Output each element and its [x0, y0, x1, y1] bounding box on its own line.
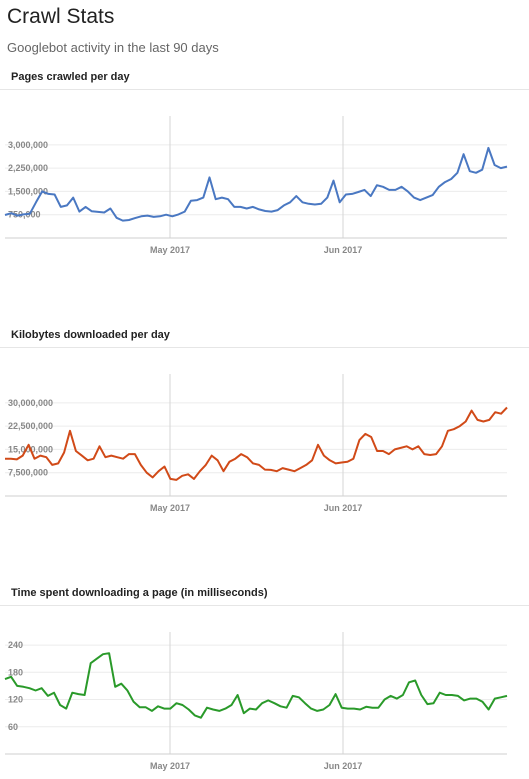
x-tick-label: Jun 2017 — [324, 503, 363, 513]
chart-title: Kilobytes downloaded per day — [11, 329, 170, 341]
y-tick-label: 30,000,000 — [8, 398, 53, 408]
y-tick-label: 7,500,000 — [8, 468, 48, 478]
time-downloading-chart[interactable]: 240 180 120 60 May 2017 Jun 2017 — [0, 606, 529, 779]
x-tick-label: May 2017 — [150, 761, 190, 771]
x-tick-label: Jun 2017 — [324, 245, 363, 255]
x-tick-label: May 2017 — [150, 245, 190, 255]
chart-title: Time spent downloading a page (in millis… — [11, 587, 268, 599]
page-title: Crawl Stats — [7, 5, 115, 28]
y-tick-label: 180 — [8, 667, 23, 677]
y-tick-label: 1,500,000 — [8, 186, 48, 196]
y-tick-label: 3,000,000 — [8, 140, 48, 150]
section-divider — [0, 347, 529, 348]
y-tick-label: 120 — [8, 695, 23, 705]
chart-title: Pages crawled per day — [11, 71, 130, 83]
section-divider — [0, 605, 529, 606]
page-subtitle: Googlebot activity in the last 90 days — [7, 40, 219, 55]
y-tick-label: 2,250,000 — [8, 163, 48, 173]
kilobytes-downloaded-chart[interactable]: 30,000,00022,500,00015,000,0007,500,000M… — [0, 348, 529, 523]
y-tick-label: 60 — [8, 722, 18, 732]
x-tick-label: May 2017 — [150, 503, 190, 513]
x-tick-label: Jun 2017 — [324, 761, 363, 771]
series-line — [5, 406, 508, 481]
series-line — [4, 146, 508, 222]
y-tick-label: 22,500,000 — [8, 421, 53, 431]
series-line — [4, 652, 508, 719]
section-divider — [0, 89, 529, 90]
y-tick-label: 240 — [8, 640, 23, 650]
